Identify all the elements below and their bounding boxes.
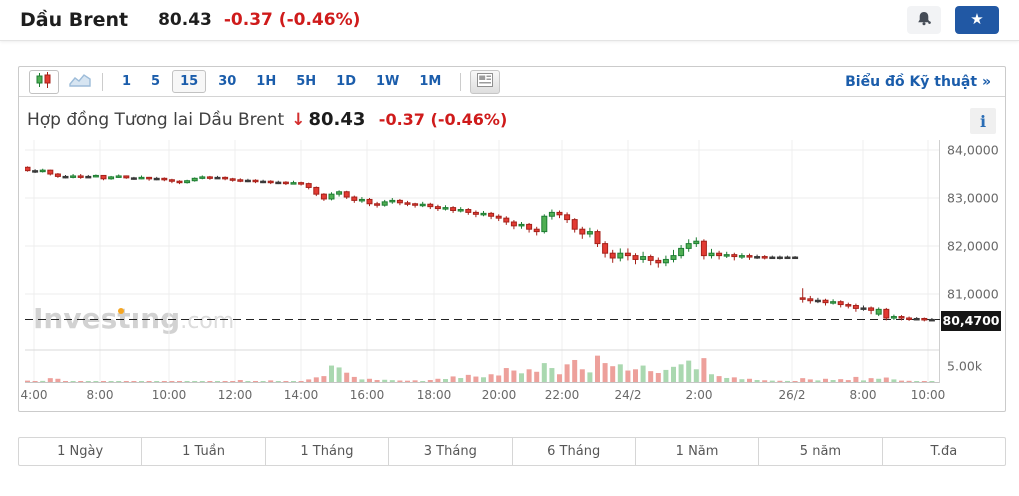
time-tick-label: 16:00	[349, 388, 385, 402]
timeframe-1m-button[interactable]: 1M	[411, 70, 449, 93]
timeframe-group: 1 5 15 30 1H 5H 1D 1W 1M	[112, 70, 451, 93]
toolbar-divider	[460, 72, 462, 91]
price-tick-label: 84,0000	[947, 142, 999, 158]
volume-tick-label: 5.00k	[947, 358, 983, 374]
range-button-7[interactable]: T.đa	[881, 438, 1005, 465]
time-tick-label: 10:00	[910, 388, 946, 402]
change-value: -0.37	[223, 10, 273, 30]
area-chart-icon	[69, 73, 91, 91]
candlestick-plot[interactable]	[25, 140, 940, 383]
add-to-watchlist-button[interactable]: ★	[955, 6, 999, 34]
volume-layer	[25, 355, 935, 382]
watermark-suffix: .com	[180, 309, 235, 334]
timeframe-1w-button[interactable]: 1W	[368, 70, 407, 93]
time-tick-label: 12:00	[217, 388, 253, 402]
technical-chart-link[interactable]: Biểu đồ Kỹ thuật »	[845, 73, 991, 90]
star-icon: ★	[970, 11, 984, 28]
range-button-5[interactable]: 1 Năm	[634, 438, 758, 465]
time-tick-label: 26/2	[778, 388, 806, 402]
chart-widget: 1 5 15 30 1H 5H 1D 1W 1M Biểu đồ Kỹ thuật » Hợp …	[18, 66, 1006, 412]
price-tick-label: 83,0000	[947, 190, 999, 206]
chart-change: -0.37 (-0.46%)	[379, 110, 507, 129]
time-tick-label: 2:00	[685, 388, 713, 402]
time-tick-label: 14:00	[283, 388, 319, 402]
timeframe-1d-button[interactable]: 1D	[328, 70, 364, 93]
chart-change-value: -0.37	[378, 110, 425, 129]
candlestick-chart-type-button[interactable]	[29, 69, 59, 94]
instrument-header: Dầu Brent 80.43 -0.37 (-0.46%) ★	[0, 0, 1019, 41]
chart-canvas[interactable]: Hợp đồng Tương lai Dầu Brent ↓ 80.43 -0.37…	[19, 97, 1005, 411]
time-tick-label: 20:00	[481, 388, 517, 402]
bell-plus-icon	[915, 10, 933, 31]
timeframe-15-button[interactable]: 15	[172, 70, 207, 93]
timeframe-1-button[interactable]: 1	[114, 70, 139, 93]
chart-change-percent: (-0.46%)	[430, 110, 508, 129]
price-down-arrow-icon: ↓	[291, 110, 306, 130]
time-tick-label: 10:00	[151, 388, 187, 402]
toolbar-divider	[102, 72, 103, 91]
range-button-2[interactable]: 1 Tháng	[264, 438, 388, 465]
create-alert-button[interactable]	[907, 6, 941, 34]
instrument-change: -0.37 (-0.46%)	[224, 10, 361, 30]
range-selector: 1 Ngày 1 Tuần 1 Tháng 3 Tháng 6 Tháng 1 Năm 5 …	[18, 437, 1006, 466]
chart-price: 80.43	[308, 109, 366, 130]
header-actions: ★	[907, 6, 999, 34]
range-button-3[interactable]: 3 Tháng	[388, 438, 511, 465]
time-tick-label: 8:00	[849, 388, 877, 402]
timeframe-5-button[interactable]: 5	[143, 70, 168, 93]
current-price-label: 80,4700	[941, 311, 1001, 331]
chart-title: Hợp đồng Tương lai Dầu Brent ↓ 80.43 -0.37…	[27, 109, 507, 130]
range-button-1[interactable]: 1 Tuần	[141, 438, 264, 465]
watermark-orange-dot	[118, 308, 124, 314]
gridlines-layer	[25, 140, 940, 383]
news-panel-button[interactable]	[470, 69, 501, 94]
range-button-0[interactable]: 1 Ngày	[19, 438, 141, 465]
timeframe-30-button[interactable]: 30	[210, 70, 244, 93]
chart-title-text: Hợp đồng Tương lai Dầu Brent	[27, 110, 285, 130]
instrument-name: Dầu Brent	[20, 9, 129, 31]
instrument-price: 80.43	[158, 10, 212, 30]
time-tick-label: 8:00	[86, 388, 114, 402]
investing-watermark: Investıng.com	[33, 302, 234, 335]
time-tick-label: 22:00	[544, 388, 580, 402]
chart-toolbar: 1 5 15 30 1H 5H 1D 1W 1M Biểu đồ Kỹ thuật »	[19, 67, 1005, 97]
info-button[interactable]: i	[970, 108, 996, 134]
time-tick-label: 18:00	[416, 388, 452, 402]
news-layout-icon	[477, 73, 494, 90]
candles-layer	[25, 166, 935, 322]
range-button-4[interactable]: 6 Tháng	[511, 438, 635, 465]
watermark-text: Investıng	[33, 302, 181, 335]
timeframe-5h-button[interactable]: 5H	[288, 70, 324, 93]
change-percent: (-0.46%)	[278, 10, 361, 30]
price-tick-label: 81,0000	[947, 286, 999, 302]
candlestick-icon	[35, 72, 53, 91]
time-tick-label: 4:00	[20, 388, 48, 402]
range-button-6[interactable]: 5 năm	[758, 438, 881, 465]
area-chart-type-button[interactable]	[67, 71, 93, 93]
price-tick-label: 82,0000	[947, 238, 999, 254]
time-tick-label: 24/2	[614, 388, 642, 402]
timeframe-1h-button[interactable]: 1H	[248, 70, 284, 93]
